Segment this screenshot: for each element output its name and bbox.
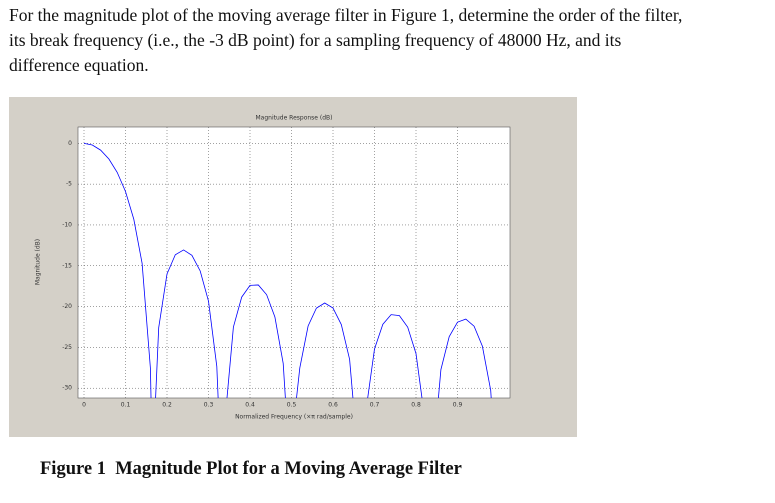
x-tick-label: 0.4 <box>245 402 255 409</box>
y-tick-label: 0 <box>68 140 72 147</box>
y-tick-label: -20 <box>62 303 72 310</box>
x-tick-label: 0.3 <box>204 402 214 409</box>
y-tick-label: -25 <box>62 344 72 351</box>
x-tick-label: 0.8 <box>411 402 421 409</box>
y-tick-label: -15 <box>62 262 72 269</box>
plot-area <box>77 126 511 399</box>
y-tick-label: -5 <box>66 181 72 188</box>
x-tick-label: 0.6 <box>328 402 338 409</box>
figure-caption: Figure 1 Magnitude Plot for a Moving Ave… <box>40 459 462 479</box>
y-tick-label: -30 <box>62 385 72 392</box>
question-line: difference equation. <box>9 55 149 75</box>
x-axis-label: Normalized Frequency (×π rad/sample) <box>235 414 353 421</box>
x-tick-label: 0 <box>82 402 86 409</box>
x-tick-label: 0.1 <box>121 402 131 409</box>
y-tick-label: -10 <box>62 221 72 228</box>
x-tick-label: 0.9 <box>453 402 463 409</box>
question-line: its break frequency (i.e., the -3 dB poi… <box>9 30 622 50</box>
y-axis-label: Magnitude (dB) <box>35 239 42 285</box>
question-line: For the magnitude plot of the moving ave… <box>9 5 683 25</box>
x-tick-label: 0.2 <box>162 402 172 409</box>
x-tick-label: 0.5 <box>287 402 297 409</box>
chart-title: Magnitude Response (dB) <box>255 115 332 122</box>
x-tick-label: 0.7 <box>370 402 380 409</box>
